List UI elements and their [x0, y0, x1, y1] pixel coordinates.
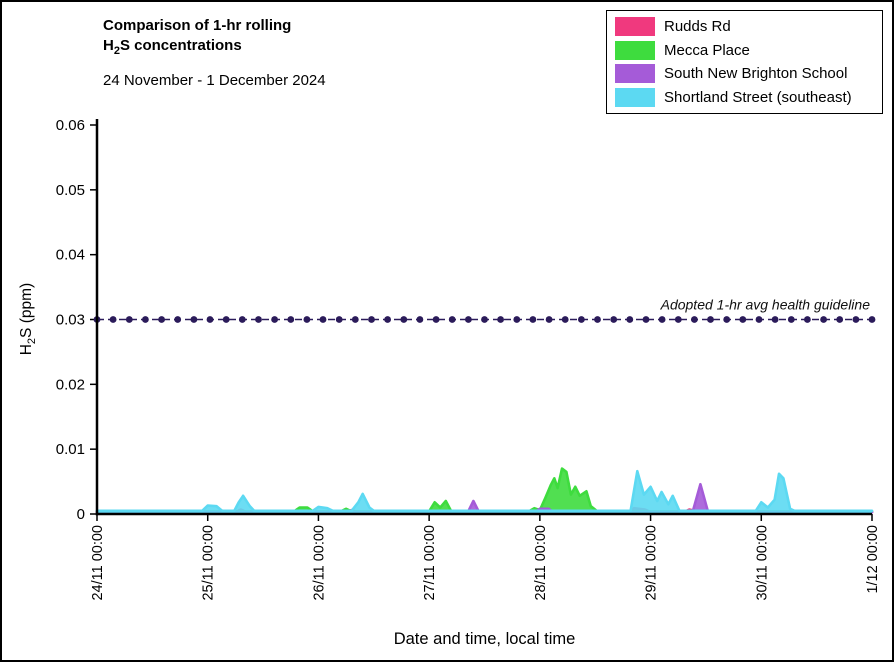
svg-text:30/11 00:00: 30/11 00:00: [754, 525, 770, 601]
svg-text:0.05: 0.05: [56, 182, 85, 199]
svg-text:26/11 00:00: 26/11 00:00: [311, 525, 327, 601]
svg-text:0.06: 0.06: [56, 117, 85, 134]
y-label-rest: S (ppm): [18, 283, 35, 338]
y-axis-label: H2S (ppm): [18, 219, 38, 419]
plot-area: 0 0.01 0.02 0.03 0.04 0.05 0.06 24/11 00:00 25/1…: [2, 2, 894, 662]
svg-text:0.01: 0.01: [56, 441, 85, 458]
svg-text:1/12 00:00: 1/12 00:00: [865, 525, 881, 594]
svg-text:0.04: 0.04: [56, 247, 85, 264]
svg-text:0.02: 0.02: [56, 376, 85, 393]
svg-text:25/11 00:00: 25/11 00:00: [201, 525, 217, 601]
svg-text:0: 0: [77, 506, 85, 523]
svg-text:29/11 00:00: 29/11 00:00: [644, 525, 660, 601]
chart-container: Comparison of 1-hr rolling H2S concentra…: [0, 0, 894, 662]
svg-text:0.03: 0.03: [56, 312, 85, 329]
svg-text:24/11 00:00: 24/11 00:00: [90, 525, 106, 601]
x-axis-label: Date and time, local time: [97, 630, 872, 649]
svg-text:27/11 00:00: 27/11 00:00: [422, 525, 438, 601]
y-label-h: H: [18, 344, 35, 355]
svg-text:Adopted 1-hr avg health guidel: Adopted 1-hr avg health guideline: [660, 297, 871, 313]
svg-text:28/11 00:00: 28/11 00:00: [533, 525, 549, 601]
y-label-sub2: 2: [26, 338, 38, 344]
